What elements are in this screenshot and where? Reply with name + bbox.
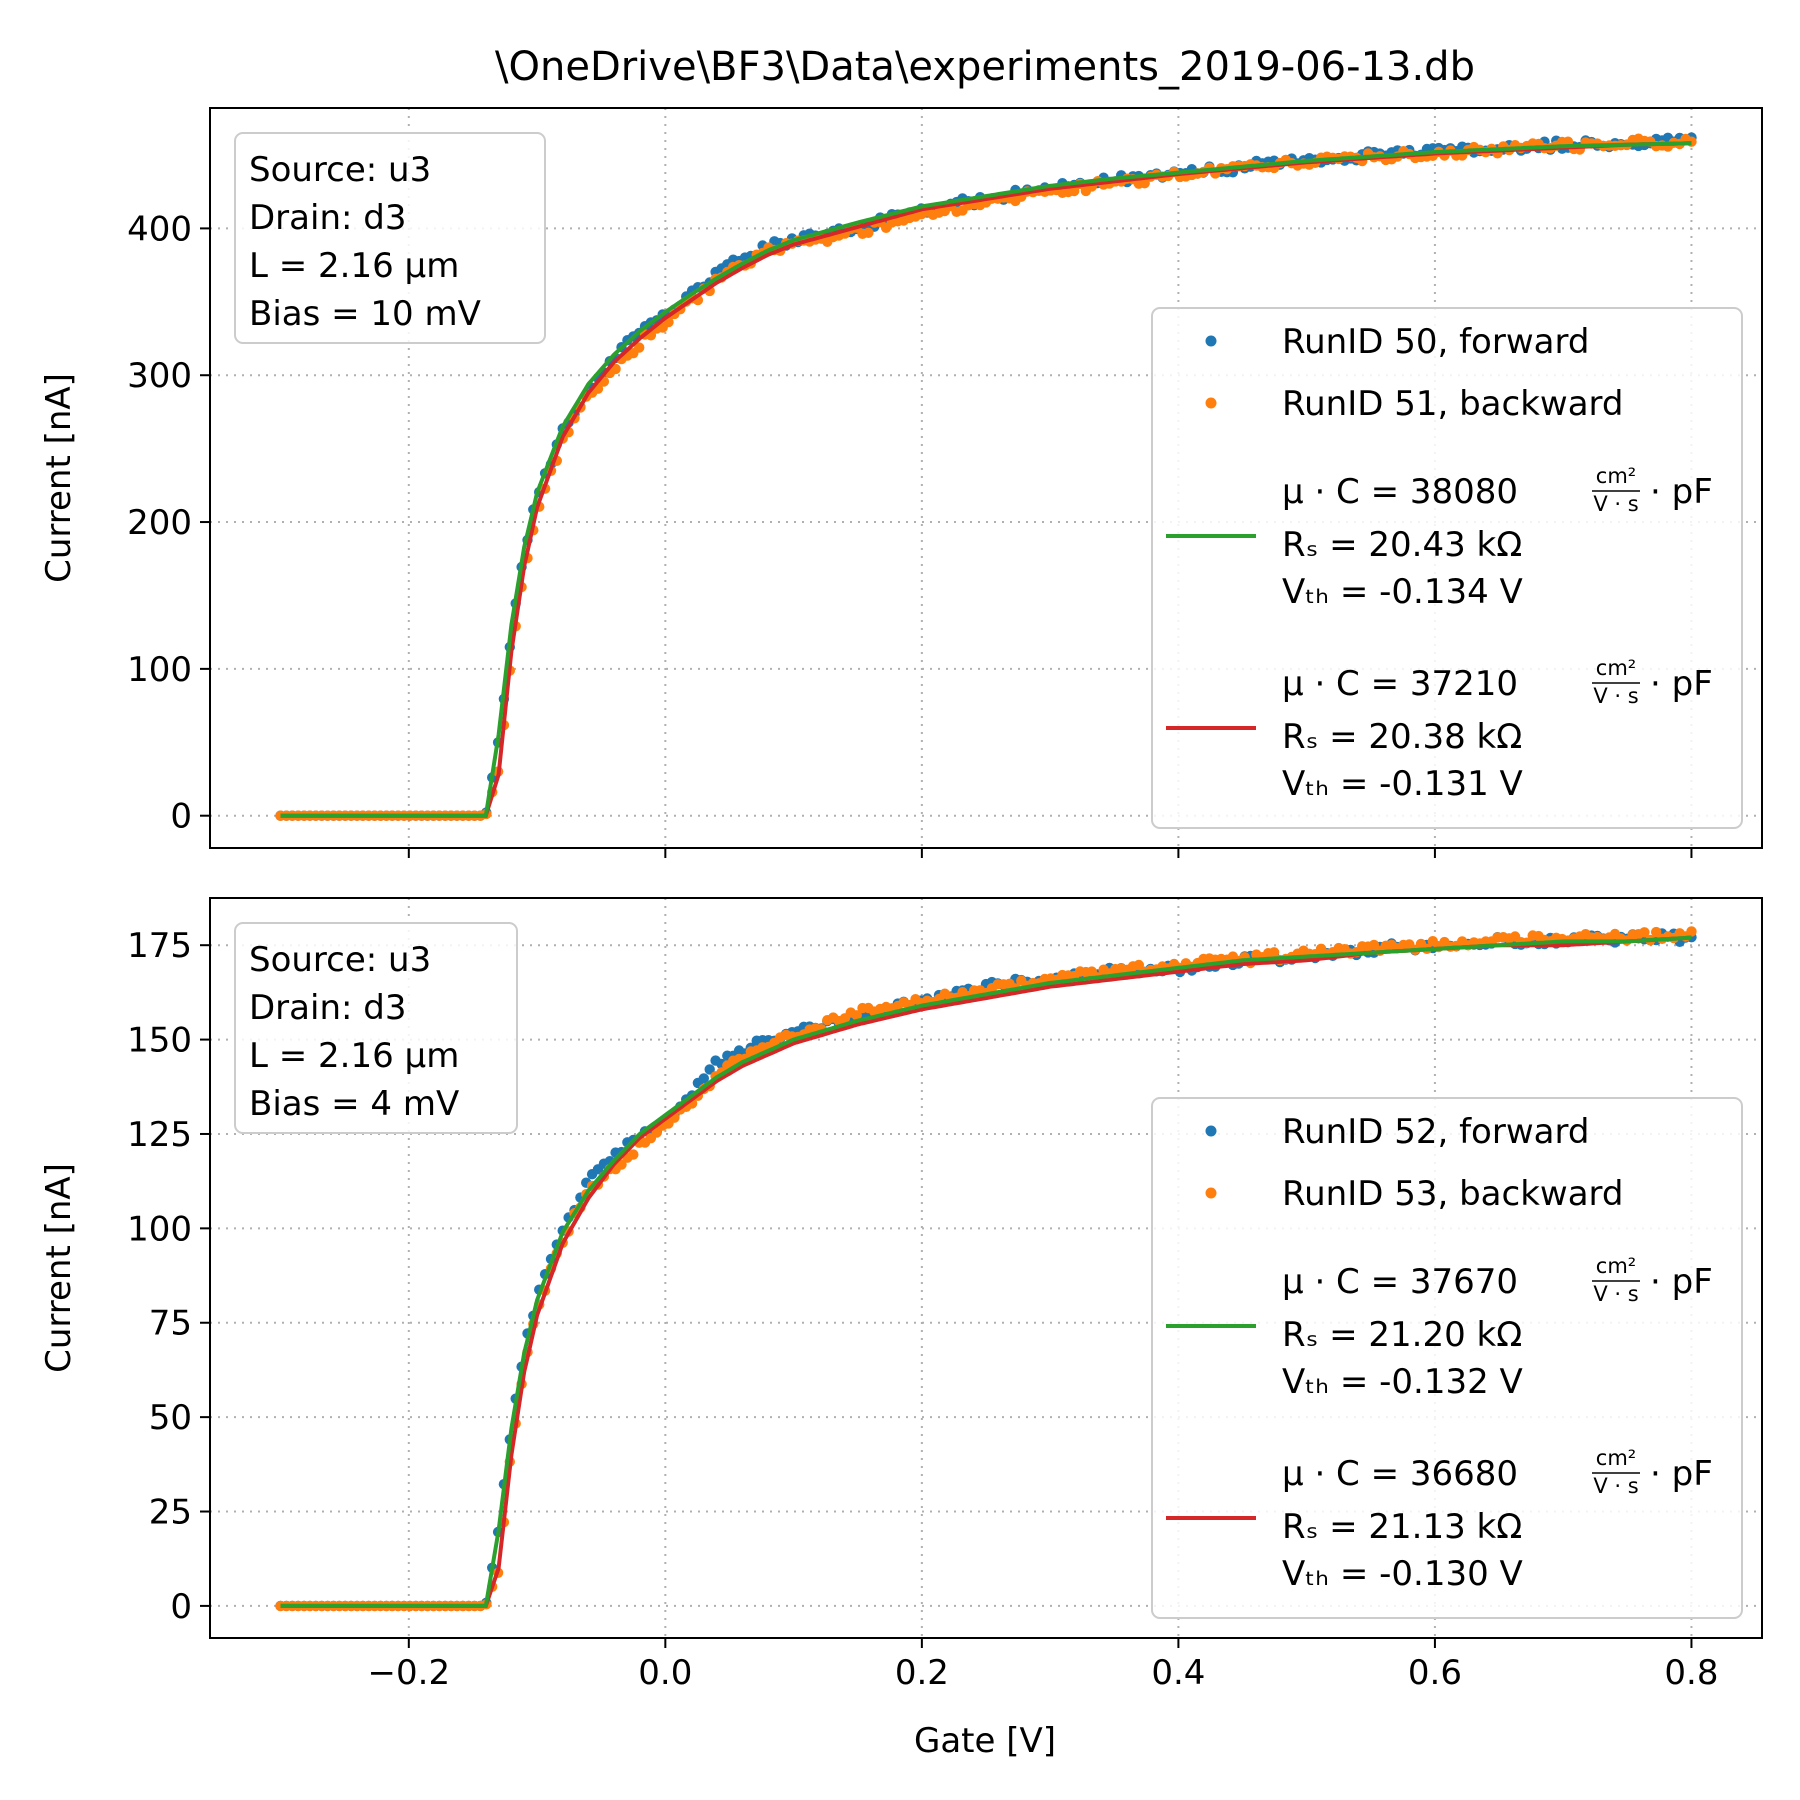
y-tick-label: 100 [127, 1209, 192, 1249]
legend: RunID 50, forward RunID 51, backward μ · C… [1151, 307, 1743, 829]
fit-line-forward [280, 935, 1692, 1608]
x-axis: −0.2 0.0 0.2 0.4 0.6 0.8 [368, 1638, 1718, 1693]
legend-rs-value: Rₛ = 21.13 kΩ [1282, 1507, 1522, 1547]
y-axis-label: Current [nA] [39, 1163, 79, 1373]
legend-marker-forward [1205, 1125, 1217, 1137]
legend-vth-value: Vₜₕ = -0.131 V [1282, 764, 1523, 804]
legend-unit-suffix: · pF [1650, 1454, 1713, 1494]
data-point [628, 1149, 639, 1160]
data-point [651, 1127, 662, 1138]
legend-vth-value: Vₜₕ = -0.132 V [1282, 1362, 1523, 1402]
legend-unit-numerator: cm² [1596, 1254, 1636, 1278]
axes-frame [209, 897, 1763, 1639]
legend-mu-value: μ · C = 37670 [1282, 1262, 1518, 1302]
legend-unit-suffix: · pF [1650, 1262, 1713, 1302]
y-tick-label: 200 [127, 503, 192, 543]
legend-unit-numerator: cm² [1596, 1446, 1636, 1470]
y-tick-label: 125 [127, 1115, 192, 1155]
y-tick-label: 400 [127, 209, 192, 249]
plot-area [275, 926, 1697, 1612]
y-axis-label: Current [nA] [39, 373, 79, 583]
legend-marker-forward [1205, 335, 1217, 347]
legend-marker-backward [1205, 1187, 1217, 1199]
info-line: Source: u3 [249, 150, 431, 190]
x-tick-label: 0.0 [638, 1653, 692, 1693]
legend-rs-value: Rₛ = 21.20 kΩ [1282, 1315, 1522, 1355]
legend-label-backward: RunID 53, backward [1282, 1174, 1624, 1214]
legend: RunID 52, forward RunID 53, backward μ · C… [1151, 1097, 1743, 1619]
legend-label-backward: RunID 51, backward [1282, 384, 1624, 424]
data-point [1686, 926, 1697, 937]
info-box: Source: u3 Drain: d3 L = 2.16 μm Bias = 4 m… [234, 922, 518, 1134]
info-line: Source: u3 [249, 940, 431, 980]
legend-mu-value: μ · C = 37210 [1282, 664, 1518, 704]
info-line: Bias = 10 mV [249, 294, 481, 334]
legend-unit-denominator: V · s [1593, 1282, 1638, 1306]
x-axis-label: Gate [V] [914, 1721, 1056, 1761]
data-point [1268, 947, 1280, 958]
plot-area [275, 132, 1697, 821]
y-tick-label: 100 [127, 650, 192, 690]
legend-unit-numerator: cm² [1596, 464, 1636, 488]
fit-line-forward [280, 141, 1692, 818]
info-box-frame [234, 922, 518, 1134]
legend-rs-value: Rₛ = 20.43 kΩ [1282, 525, 1522, 565]
data-point [863, 227, 874, 238]
legend-unit-denominator: V · s [1593, 684, 1638, 708]
legend-mu-value: μ · C = 36680 [1282, 1454, 1518, 1494]
x-tick-label: 0.8 [1664, 1653, 1718, 1693]
legend-unit-denominator: V · s [1593, 1474, 1638, 1498]
legend-unit-suffix: · pF [1650, 664, 1713, 704]
data-point [1651, 926, 1662, 938]
legend-vth-value: Vₜₕ = -0.134 V [1282, 572, 1523, 612]
info-box: Source: u3 Drain: d3 L = 2.16 μm Bias = 10 … [234, 132, 546, 344]
x-tick-label: 0.6 [1408, 1653, 1462, 1693]
y-tick-label: 150 [127, 1021, 192, 1061]
info-box-frame [234, 132, 546, 344]
legend-unit-suffix: · pF [1650, 472, 1713, 512]
legend-vth-value: Vₜₕ = -0.130 V [1282, 1554, 1523, 1594]
y-tick-label: 75 [149, 1304, 192, 1344]
y-tick-label: 175 [127, 926, 192, 966]
y-tick-label: 25 [149, 1493, 192, 1533]
top-panel: 0 100 200 300 400 Current [nA] Source: u3 Drain… [39, 107, 1763, 858]
x-tick-label: 0.4 [1151, 1653, 1205, 1693]
legend-label-forward: RunID 52, forward [1282, 1112, 1589, 1152]
data-point [851, 1010, 862, 1021]
info-line: Drain: d3 [249, 198, 406, 238]
x-axis [407, 848, 1693, 858]
x-tick-label: −0.2 [368, 1653, 451, 1693]
legend-mu-value: μ · C = 38080 [1282, 472, 1518, 512]
data-point [1069, 185, 1080, 197]
info-line: Bias = 4 mV [249, 1084, 459, 1124]
y-tick-label: 0 [170, 797, 192, 837]
legend-unit-denominator: V · s [1593, 492, 1638, 516]
legend-label-forward: RunID 50, forward [1282, 322, 1589, 362]
y-tick-label: 50 [149, 1398, 192, 1438]
bottom-panel: −0.2 0.0 0.2 0.4 0.6 0.8 0 25 50 75 100 125 150 175 Cu… [39, 897, 1763, 1693]
legend-frame [1151, 307, 1743, 829]
x-tick-label: 0.2 [895, 1653, 949, 1693]
legend-frame [1151, 1097, 1743, 1619]
y-axis: 0 100 200 300 400 [127, 209, 210, 837]
info-line: Drain: d3 [249, 988, 406, 1028]
y-tick-label: 0 [170, 1587, 192, 1627]
data-point [634, 342, 645, 353]
y-tick-label: 300 [127, 356, 192, 396]
legend-rs-value: Rₛ = 20.38 kΩ [1282, 717, 1522, 757]
data-point [698, 1073, 709, 1084]
data-point [1133, 959, 1145, 971]
info-line: L = 2.16 μm [249, 1036, 459, 1076]
data-point [704, 1064, 715, 1075]
data-point [1639, 927, 1650, 938]
y-axis: 0 25 50 75 100 125 150 175 [127, 926, 210, 1627]
axes-frame [209, 107, 1763, 849]
legend-unit-numerator: cm² [1596, 656, 1636, 680]
chart-title: \OneDrive\BF3\Data\experiments_2019-06-1… [495, 44, 1475, 90]
info-line: L = 2.16 μm [249, 246, 459, 286]
legend-marker-backward [1205, 397, 1217, 409]
